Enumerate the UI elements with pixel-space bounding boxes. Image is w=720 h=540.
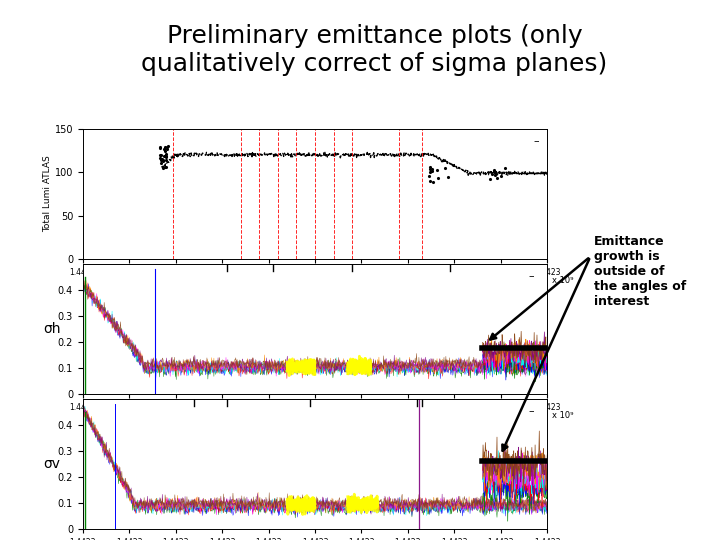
Y-axis label: σh: σh: [43, 322, 61, 336]
Text: x 10⁹: x 10⁹: [552, 411, 573, 420]
Text: Preliminary emittance plots (only
qualitatively correct of sigma planes): Preliminary emittance plots (only qualit…: [141, 24, 608, 76]
Text: –: –: [534, 136, 539, 146]
Text: –: –: [528, 271, 534, 281]
Text: Emittance
growth is
outside of
the angles of
interest: Emittance growth is outside of the angle…: [594, 235, 686, 308]
Y-axis label: σv: σv: [44, 457, 60, 471]
Y-axis label: Total Lumi ATLAS: Total Lumi ATLAS: [42, 156, 52, 232]
Text: –: –: [528, 406, 534, 416]
Text: x 10⁹: x 10⁹: [552, 276, 573, 285]
